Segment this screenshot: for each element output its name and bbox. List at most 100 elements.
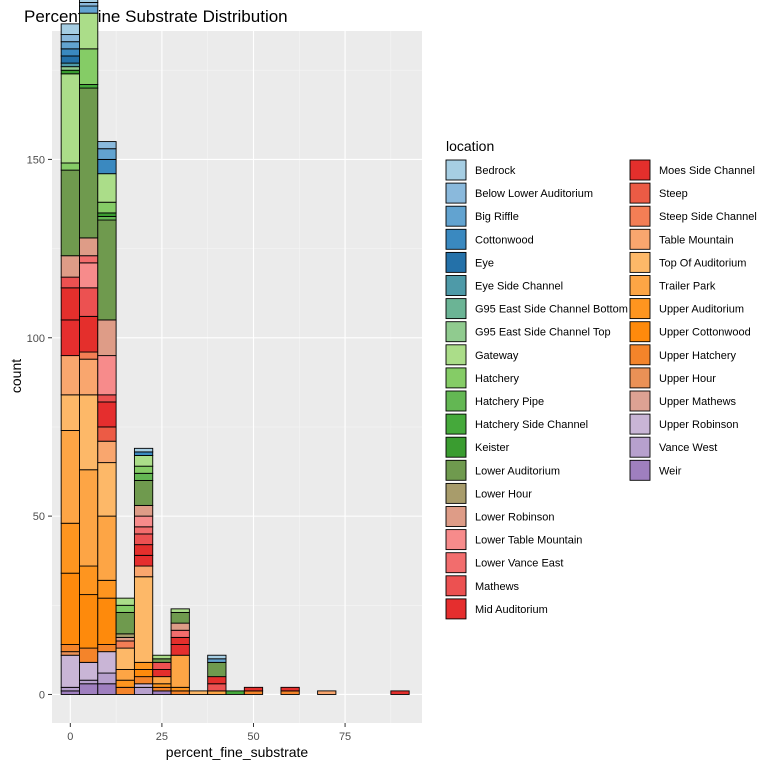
legend-label: Keister [475,442,510,454]
legend-swatch [629,228,651,250]
bar-segment [60,69,80,75]
bar-segment [133,576,154,663]
bar-segment [60,169,80,257]
legend-item: Trailer Park [629,275,716,296]
bar-segment [133,447,154,453]
bar-segment [60,41,80,50]
legend-label: Vance West [659,442,717,454]
legend-item: Upper Mathews [629,390,737,412]
bar-segment [170,636,190,645]
bar-segment [133,533,154,546]
bar-segment [170,686,190,692]
bar-segment [207,690,227,695]
bar-segment [133,676,154,685]
legend-swatch [629,298,651,320]
bar-segment [133,455,154,467]
x-axis: 0 25 50 75 [67,723,351,743]
legend-label: Top Of Auditorium [659,257,746,269]
legend-label: Lower Robinson [475,512,555,524]
bar-segment [97,173,117,203]
bar-segment [97,141,117,150]
bar-segment [115,604,135,613]
bar-segment [243,686,264,692]
legend-label: Bedrock [475,165,516,177]
bar-segment [97,515,117,581]
bar-segment [97,683,117,695]
bar-segment [133,515,154,528]
legend-swatch [445,598,467,620]
x-tick-label: 25 [156,731,168,743]
bar-segment [60,394,80,431]
legend-swatch [629,182,651,204]
bar-segment [97,219,117,321]
bar-segment [170,654,190,688]
legend-swatch [445,575,467,597]
legend-label: G95 East Side Channel Bottom [475,304,628,316]
legend-item: Upper Cottonwood [629,321,751,343]
bar-segment [133,683,154,688]
legend-label: Upper Hour [659,373,716,385]
legend-label: Upper Cottonwood [659,327,751,339]
bar-segment [79,255,99,264]
legend-item: Keister [445,436,510,458]
bar-segment [207,683,227,692]
bar-bin [152,654,172,695]
legend-swatch [445,321,467,343]
bar-segment [170,608,190,613]
bar-segment [97,597,117,645]
bar-bin [170,608,190,695]
bar-segment [170,690,190,695]
legend-swatch [445,506,467,527]
bar-segment [97,401,117,428]
bar-segment [60,319,80,357]
bar-bin [97,141,117,695]
bar-bin [280,686,300,695]
bar-segment [60,66,80,71]
bars [60,0,410,695]
bar-segment [207,658,227,663]
bar-segment [79,84,99,89]
bar-segment [115,640,135,649]
bar-bin [133,447,154,695]
legend-swatch [445,205,467,227]
legend: location Bedrock Below Lower Auditorium Bi… [445,138,757,620]
bar-segment [97,394,117,403]
legend-swatch [629,344,651,366]
legend-label: Lower Auditorium [475,465,560,477]
legend-label: Mid Auditorium [475,604,548,616]
bar-segment [317,690,337,695]
legend-swatch [629,390,651,412]
bar-segment [79,262,99,289]
legend-swatch [445,159,467,181]
bar-segment [60,287,80,321]
x-tick-label: 50 [247,731,259,743]
legend-label: Upper Robinson [659,419,739,431]
bar-segment [133,686,154,695]
bar-segment [60,686,80,692]
bar-segment [79,683,99,695]
legend-label: Lower Table Mountain [475,535,582,547]
legend-label: Weir [659,465,682,477]
legend-swatch [445,298,467,320]
legend-label: Lower Hour [475,488,532,500]
bar-segment [225,690,245,695]
bar-segment [152,690,172,695]
legend-label: Steep [659,188,688,200]
legend-item: Upper Auditorium [629,298,744,320]
legend-swatch [629,367,651,389]
bar-segment [133,472,154,481]
bar-segment [79,358,99,396]
bar-segment [133,465,154,474]
bar-segment [97,672,117,685]
legend-swatch [445,436,467,458]
legend-label: Lower Vance East [475,558,563,570]
bar-segment [60,162,80,171]
bar-segment [115,669,135,681]
bar-segment [152,661,172,670]
bar-bin [225,690,245,695]
legend-swatch [445,182,467,204]
bar-segment [115,633,135,638]
bar-segment [170,611,190,624]
bar-segment [115,636,135,642]
bar-bin [79,0,99,695]
